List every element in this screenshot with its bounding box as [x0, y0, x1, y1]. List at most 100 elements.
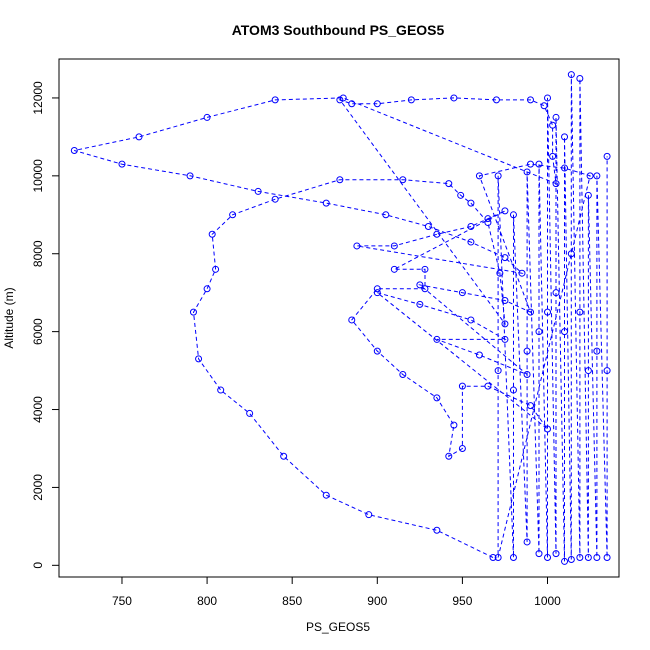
data-point: [561, 557, 569, 565]
data-point: [348, 100, 356, 108]
data-point: [509, 211, 517, 219]
data-point: [576, 554, 584, 562]
x-axis-label: PS_GEOS5: [306, 620, 370, 634]
data-point: [373, 100, 381, 108]
data-point: [421, 265, 429, 273]
data-point: [433, 394, 441, 402]
x-tick-label: 850: [282, 594, 302, 608]
data-point: [246, 409, 254, 417]
data-point: [593, 347, 601, 355]
data-point: [603, 554, 611, 562]
data-point: [526, 402, 534, 410]
data-point: [189, 308, 197, 316]
data-point: [584, 191, 592, 199]
data-point: [501, 335, 509, 343]
x-tick-label: 1000: [534, 594, 561, 608]
data-point: [229, 211, 237, 219]
data-point: [416, 281, 424, 289]
data-point: [489, 554, 497, 562]
data-point: [135, 133, 143, 141]
data-point: [603, 367, 611, 375]
data-points: [70, 71, 611, 565]
data-point: [475, 172, 483, 180]
data-point: [549, 152, 557, 160]
y-axis: 0 2000 4000 6000 8000 10000 12000: [31, 81, 59, 569]
data-point: [467, 238, 475, 246]
data-point: [567, 250, 575, 258]
data-point: [603, 152, 611, 160]
data-point: [353, 242, 361, 250]
data-point: [567, 71, 575, 79]
data-point: [509, 554, 517, 562]
x-tick-label: 800: [197, 594, 217, 608]
data-point: [70, 147, 78, 155]
data-point: [280, 452, 288, 460]
data-point: [433, 526, 441, 534]
data-point: [373, 347, 381, 355]
data-point: [458, 382, 466, 390]
data-point: [450, 94, 458, 102]
data-point: [322, 491, 330, 499]
data-point: [494, 554, 502, 562]
chart-title: ATOM3 Southbound PS_GEOS5: [232, 22, 445, 38]
data-point: [212, 265, 220, 273]
plot-area-frame: [58, 58, 620, 578]
data-point: [208, 230, 216, 238]
data-point: [526, 160, 534, 168]
y-tick-label: 0: [31, 562, 45, 569]
data-point: [501, 320, 509, 328]
data-point: [445, 180, 453, 188]
data-point: [458, 289, 466, 297]
data-point: [399, 370, 407, 378]
data-point: [552, 180, 560, 188]
data-point: [203, 113, 211, 121]
y-tick-label: 8000: [31, 240, 45, 267]
x-axis: 750 800 850 900 950 1000: [112, 577, 561, 608]
data-point: [348, 316, 356, 324]
data-point: [390, 242, 398, 250]
data-point: [501, 207, 509, 215]
data-point: [458, 444, 466, 452]
data-point: [424, 222, 432, 230]
data-point: [407, 96, 415, 104]
data-point: [336, 176, 344, 184]
trajectory-lines: [74, 74, 608, 562]
data-point: [421, 285, 429, 293]
data-point: [584, 554, 592, 562]
data-point: [544, 425, 552, 433]
x-tick-label: 750: [112, 594, 132, 608]
data-point: [523, 168, 531, 176]
data-point: [382, 211, 390, 219]
data-point: [584, 367, 592, 375]
data-point: [271, 195, 279, 203]
data-point: [322, 199, 330, 207]
data-point: [544, 94, 552, 102]
data-point: [549, 121, 557, 129]
data-point: [373, 285, 381, 293]
data-point: [567, 555, 575, 563]
y-tick-label: 10000: [31, 159, 45, 193]
data-point: [523, 538, 531, 546]
data-point: [433, 335, 441, 343]
data-point: [433, 230, 441, 238]
x-tick-label: 950: [452, 594, 472, 608]
data-point: [523, 370, 531, 378]
y-tick-label: 12000: [31, 81, 45, 115]
data-point: [467, 199, 475, 207]
x-tick-label: 900: [367, 594, 387, 608]
data-point: [509, 386, 517, 394]
data-point: [494, 367, 502, 375]
data-point: [271, 96, 279, 104]
data-point: [518, 269, 526, 277]
data-point: [535, 328, 543, 336]
data-point: [496, 269, 504, 277]
data-point: [373, 289, 381, 297]
data-point: [593, 554, 601, 562]
series-line: [74, 74, 608, 562]
data-point: [203, 285, 211, 293]
data-point: [561, 133, 569, 141]
data-point: [467, 316, 475, 324]
data-point: [526, 308, 534, 316]
data-point: [535, 550, 543, 558]
data-point: [501, 296, 509, 304]
